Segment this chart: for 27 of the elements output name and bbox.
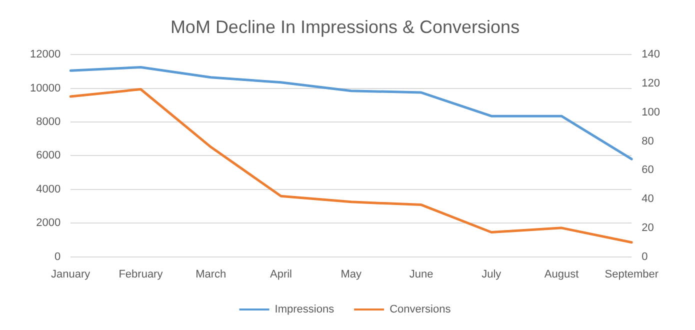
y-tick-label: 4000 xyxy=(36,183,61,196)
y2-tick-label: 40 xyxy=(642,193,654,206)
y2-tick-label: 60 xyxy=(642,164,654,176)
y2-tick-label: 140 xyxy=(642,48,660,61)
x-tick-label: March xyxy=(196,268,226,280)
y-tick-label: 10000 xyxy=(30,82,61,94)
y2-tick-label: 120 xyxy=(642,78,660,90)
legend-label: Impressions xyxy=(274,304,335,316)
y2-tick-label: 80 xyxy=(642,135,654,148)
y-tick-label: 8000 xyxy=(36,116,61,128)
x-tick-label: May xyxy=(340,268,362,280)
y2-tick-label: 100 xyxy=(642,106,660,118)
y-tick-label: 0 xyxy=(54,250,61,263)
x-tick-label: July xyxy=(482,268,502,280)
legend-label: Conversions xyxy=(390,304,452,316)
x-tick-label: June xyxy=(409,268,434,280)
y-tick-label: 2000 xyxy=(36,217,61,230)
x-tick-label: January xyxy=(51,268,91,280)
x-tick-label: September xyxy=(604,268,659,280)
y-tick-label: 12000 xyxy=(30,48,61,61)
x-tick-label: February xyxy=(118,268,164,280)
y-tick-label: 6000 xyxy=(36,150,61,162)
x-tick-label: August xyxy=(544,268,579,280)
x-tick-label: April xyxy=(270,268,292,280)
chart-title: MoM Decline In Impressions & Conversions xyxy=(170,16,520,37)
y2-tick-label: 20 xyxy=(642,222,654,234)
y2-tick-label: 0 xyxy=(642,250,648,263)
